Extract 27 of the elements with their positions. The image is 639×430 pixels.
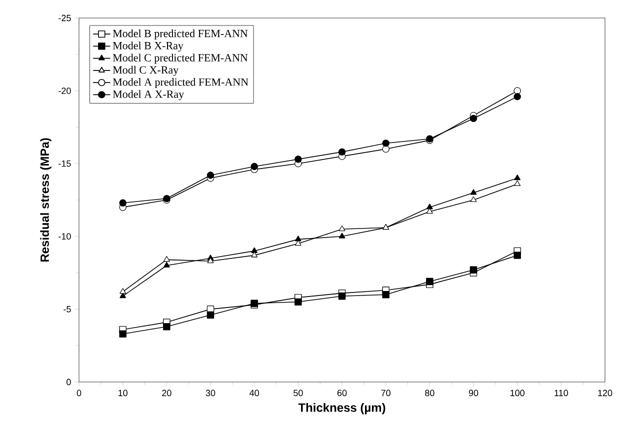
x-tick-label: 110: [554, 390, 568, 396]
x-axis-title: Thickness (µm): [298, 403, 386, 414]
legend-label: Model A X-Ray: [112, 90, 184, 100]
x-tick-label: 70: [381, 390, 390, 396]
x-tick-label: 50: [294, 390, 303, 396]
y-tick-label: -20: [58, 88, 71, 94]
legend-label: Model B X-Ray: [112, 42, 184, 52]
y-tick-label: 0: [66, 378, 71, 386]
y-tick-label: -15: [58, 160, 71, 167]
x-tick-label: 90: [468, 390, 478, 396]
x-tick-label: 40: [250, 390, 259, 396]
legend-label: Model C predicted FEM-ANN: [112, 54, 248, 64]
x-tick-label: 120: [598, 390, 612, 396]
y-tick-label: -10: [58, 233, 71, 240]
y-axis-title: Residual stress (MPa): [40, 138, 52, 262]
y-tick-label: -25: [58, 14, 71, 22]
legend-label: Model B predicted FEM-ANN: [112, 29, 248, 40]
y-tick-label: -5: [64, 306, 71, 312]
x-tick-label: 80: [425, 390, 434, 396]
x-tick-label: 30: [206, 390, 216, 396]
x-tick-label: 10: [118, 390, 128, 396]
x-tick-label: 20: [162, 390, 172, 396]
legend-label: Modl C X-Ray: [112, 66, 179, 76]
x-tick-label: 60: [337, 390, 347, 396]
legend-label: Model A predicted FEM-ANN: [112, 78, 248, 88]
x-tick-label: 100: [510, 390, 524, 396]
x-tick-label: 0: [76, 390, 82, 396]
